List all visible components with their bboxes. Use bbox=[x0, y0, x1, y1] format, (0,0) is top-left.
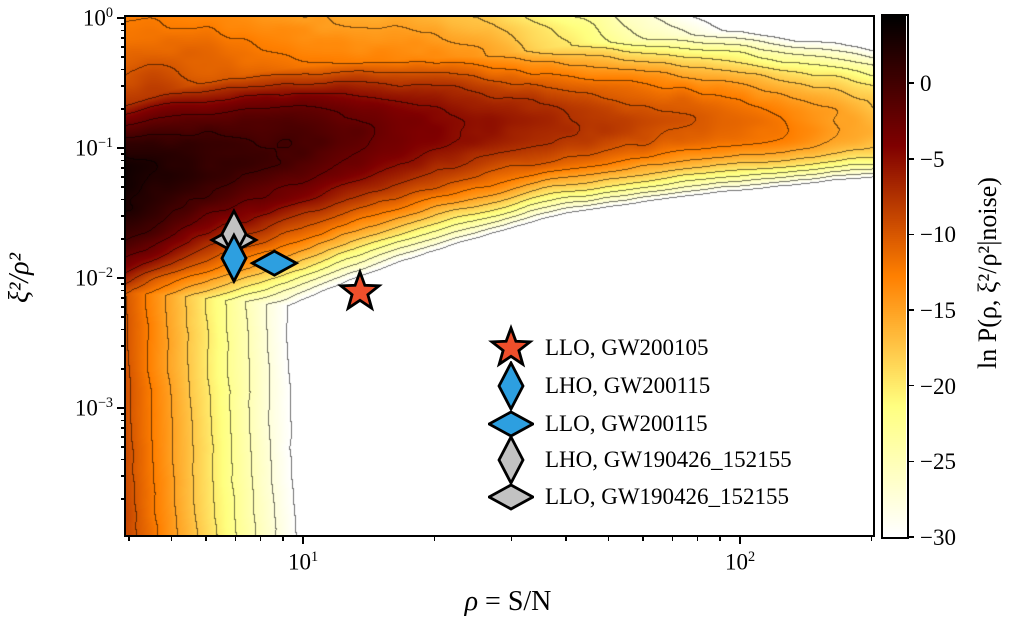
y-minor-tick bbox=[120, 316, 125, 318]
y-tick-label: 10−2 bbox=[74, 265, 113, 291]
colorbar-frame bbox=[881, 14, 909, 539]
x-axis-label-symbol: ρ bbox=[464, 586, 479, 617]
y-minor-tick bbox=[120, 23, 125, 25]
y-major-tick bbox=[117, 407, 125, 409]
y-minor-tick bbox=[120, 46, 125, 48]
y-minor-tick bbox=[120, 289, 125, 292]
x-minor-tick bbox=[282, 536, 284, 541]
y-tick-label: 100 bbox=[82, 5, 113, 31]
legend-marker-svg bbox=[497, 359, 525, 413]
colorbar-tick-label: −25 bbox=[920, 449, 956, 475]
y-minor-tick bbox=[120, 108, 125, 110]
colorbar-tick bbox=[907, 82, 914, 84]
legend-marker-svg bbox=[497, 433, 525, 487]
legend-marker-svg bbox=[486, 483, 536, 511]
colorbar-tick bbox=[907, 460, 914, 463]
y-major-tick bbox=[117, 17, 125, 19]
y-minor-tick bbox=[120, 199, 125, 201]
colorbar-gradient bbox=[882, 15, 906, 535]
y-minor-tick bbox=[120, 56, 125, 58]
x-axis-label: ρ = S/N bbox=[408, 586, 608, 618]
x-minor-tick bbox=[259, 536, 262, 541]
y-minor-tick bbox=[120, 176, 125, 178]
marker-diamond-tall bbox=[497, 359, 525, 413]
colorbar-tick bbox=[907, 157, 914, 160]
legend-label: LHO, GW200115 bbox=[545, 373, 711, 398]
x-minor-tick bbox=[510, 536, 513, 541]
tall-diamond-marker-icon bbox=[488, 433, 534, 487]
x-tick-label: 101 bbox=[287, 549, 319, 575]
colorbar-tick bbox=[907, 233, 914, 236]
legend-label: LLO, GW200115 bbox=[545, 411, 708, 436]
y-minor-tick bbox=[120, 306, 125, 308]
y-minor-tick bbox=[120, 297, 125, 299]
x-minor-tick bbox=[205, 536, 207, 541]
y-minor-tick bbox=[120, 459, 125, 461]
colorbar-label: ln P(ρ, ξ²/ρ²|noise) bbox=[973, 177, 1002, 369]
x-minor-tick bbox=[870, 536, 873, 541]
colorbar-tick bbox=[907, 309, 914, 311]
colorbar-tick bbox=[907, 384, 914, 387]
x-minor-tick bbox=[642, 536, 644, 541]
y-minor-tick bbox=[120, 37, 125, 39]
x-minor-tick bbox=[234, 536, 236, 541]
y-minor-tick bbox=[120, 475, 125, 477]
x-minor-tick bbox=[671, 536, 673, 541]
y-minor-tick bbox=[120, 345, 125, 347]
y-minor-tick bbox=[120, 167, 125, 169]
legend-label: LLO, GW200105 bbox=[545, 335, 709, 360]
colorbar-tick-label: −20 bbox=[920, 373, 956, 399]
tall-diamond-marker-icon bbox=[488, 359, 534, 413]
wide-diamond-marker-icon bbox=[486, 472, 536, 522]
y-minor-tick bbox=[120, 69, 125, 71]
x-axis-label-rest: = S/N bbox=[478, 586, 552, 617]
x-tick-label: 102 bbox=[724, 549, 756, 575]
colorbar-tick-label: 0 bbox=[920, 71, 932, 97]
marker-star bbox=[488, 323, 534, 368]
x-minor-tick bbox=[170, 536, 173, 541]
marker-diamond-wide bbox=[486, 483, 536, 511]
y-minor-tick bbox=[120, 283, 125, 285]
x-major-tick bbox=[739, 536, 741, 544]
colorbar-tick-label: −15 bbox=[920, 298, 956, 324]
marker-diamond-tall bbox=[497, 433, 525, 487]
y-minor-tick bbox=[120, 368, 125, 370]
marker-diamond-wide bbox=[486, 410, 536, 438]
legend-label: LLO, GW190426_152155 bbox=[545, 484, 790, 509]
x-minor-tick bbox=[696, 536, 699, 541]
y-minor-tick bbox=[120, 413, 125, 415]
y-tick-label: 10−3 bbox=[74, 395, 113, 421]
x-minor-tick bbox=[607, 536, 610, 541]
x-minor-tick bbox=[128, 536, 130, 541]
y-minor-tick bbox=[120, 436, 125, 438]
colorbar-tick-label: −30 bbox=[920, 525, 956, 550]
y-minor-tick bbox=[120, 186, 125, 188]
colorbar-tick-label: −10 bbox=[920, 222, 956, 248]
y-tick-label: 10−1 bbox=[74, 135, 113, 161]
x-minor-tick bbox=[565, 536, 567, 541]
x-major-tick bbox=[302, 536, 304, 544]
y-minor-tick bbox=[120, 329, 125, 331]
x-minor-tick bbox=[433, 536, 436, 541]
y-major-tick bbox=[117, 147, 125, 149]
colorbar-tick bbox=[907, 536, 914, 538]
legend-marker-svg bbox=[488, 323, 534, 368]
y-minor-tick bbox=[120, 498, 125, 500]
y-axis-label: ξ²/ρ² bbox=[4, 253, 35, 303]
y-minor-tick bbox=[120, 215, 125, 217]
y-minor-tick bbox=[120, 29, 125, 32]
y-minor-tick bbox=[120, 427, 125, 429]
y-minor-tick bbox=[120, 238, 125, 240]
y-major-tick bbox=[117, 277, 125, 279]
star-marker-icon bbox=[488, 323, 534, 373]
y-minor-tick bbox=[120, 153, 125, 155]
y-minor-tick bbox=[120, 446, 125, 448]
x-minor-tick bbox=[719, 536, 721, 541]
y-minor-tick bbox=[120, 85, 125, 87]
y-minor-tick bbox=[120, 159, 125, 162]
legend-label: LHO, GW190426_152155 bbox=[545, 447, 792, 472]
colorbar-tick-label: −5 bbox=[920, 146, 945, 172]
y-minor-tick bbox=[120, 419, 125, 422]
